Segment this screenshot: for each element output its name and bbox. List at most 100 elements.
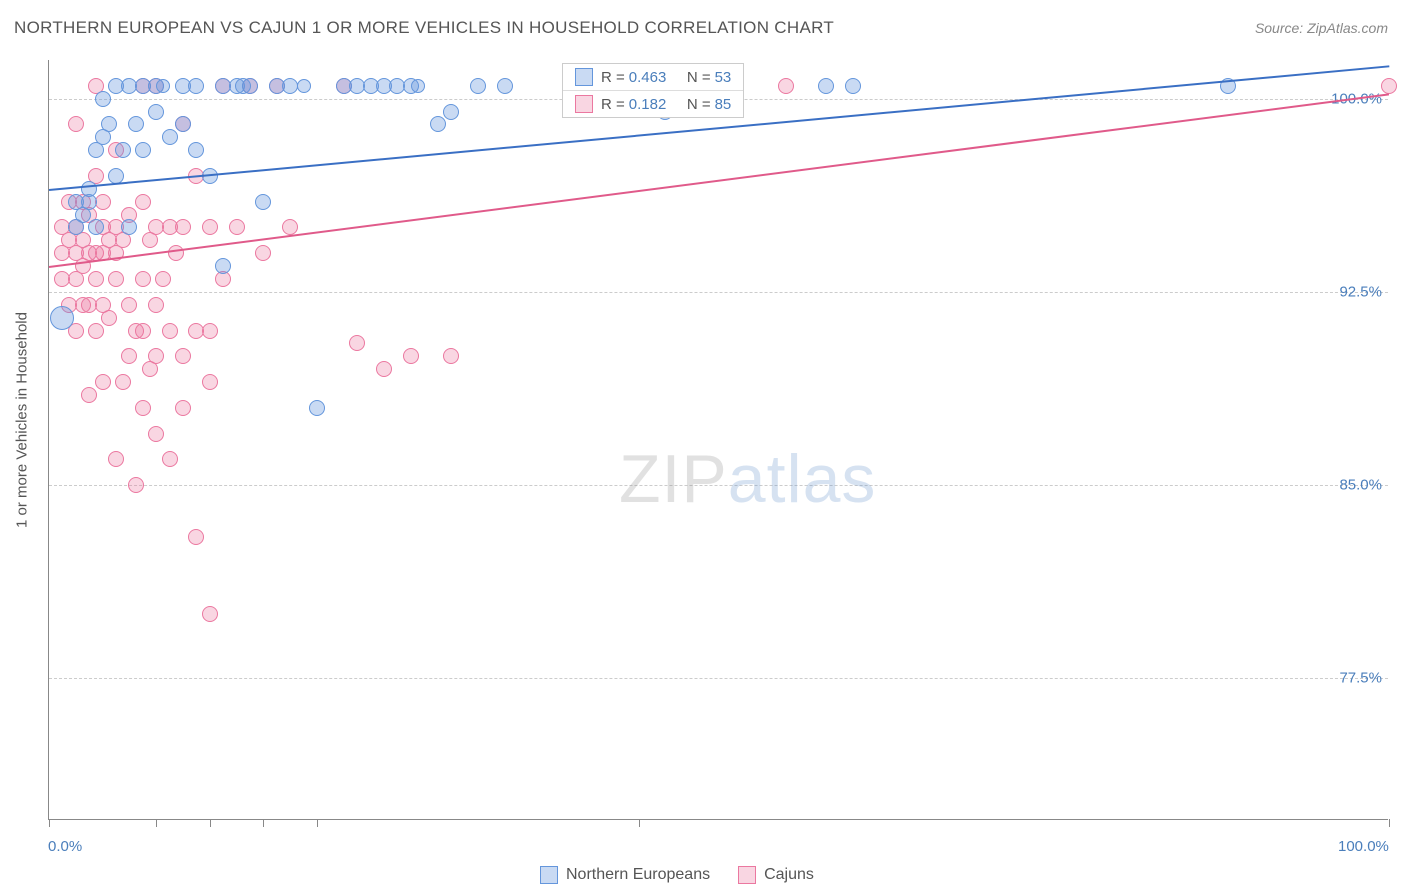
legend-row: R = 0.182 N = 85 xyxy=(563,91,743,117)
scatter-point xyxy=(175,348,191,364)
scatter-point xyxy=(443,348,459,364)
scatter-point xyxy=(202,606,218,622)
scatter-point xyxy=(175,219,191,235)
scatter-point xyxy=(188,142,204,158)
scatter-point xyxy=(81,387,97,403)
scatter-point xyxy=(128,477,144,493)
scatter-point xyxy=(135,271,151,287)
scatter-point xyxy=(411,79,425,93)
legend-swatch xyxy=(575,68,593,86)
scatter-point xyxy=(121,219,137,235)
scatter-point xyxy=(242,78,258,94)
scatter-point xyxy=(202,219,218,235)
scatter-point xyxy=(88,219,104,235)
legend-swatch xyxy=(738,866,756,884)
x-tick xyxy=(156,819,157,827)
legend-text: R = 0.182 N = 85 xyxy=(601,96,731,113)
scatter-point xyxy=(68,116,84,132)
trend-line xyxy=(49,93,1389,268)
scatter-point xyxy=(148,104,164,120)
bottom-legend: Northern Europeans Cajuns xyxy=(540,866,814,884)
scatter-point xyxy=(297,79,311,93)
scatter-point xyxy=(135,323,151,339)
correlation-legend: R = 0.463 N = 53 R = 0.182 N = 85 xyxy=(562,63,744,118)
scatter-point xyxy=(497,78,513,94)
scatter-point xyxy=(175,116,191,132)
scatter-point xyxy=(229,219,245,235)
legend-swatch xyxy=(540,866,558,884)
scatter-point xyxy=(403,348,419,364)
source-label: Source: ZipAtlas.com xyxy=(1255,20,1388,36)
watermark: ZIPatlas xyxy=(619,440,876,518)
scatter-point xyxy=(376,361,392,377)
y-tick-label: 85.0% xyxy=(1339,477,1382,494)
scatter-point xyxy=(443,104,459,120)
scatter-point xyxy=(255,194,271,210)
scatter-point xyxy=(148,297,164,313)
scatter-point xyxy=(162,129,178,145)
scatter-point xyxy=(148,426,164,442)
scatter-point xyxy=(95,374,111,390)
x-tick xyxy=(317,819,318,827)
scatter-point xyxy=(121,348,137,364)
legend-row: R = 0.463 N = 53 xyxy=(563,64,743,91)
scatter-point xyxy=(202,323,218,339)
scatter-point xyxy=(282,219,298,235)
scatter-point xyxy=(115,142,131,158)
scatter-point xyxy=(162,323,178,339)
x-tick xyxy=(639,819,640,827)
scatter-point xyxy=(162,451,178,467)
grid-line xyxy=(49,485,1388,486)
scatter-point xyxy=(108,271,124,287)
scatter-point xyxy=(128,116,144,132)
scatter-point xyxy=(88,323,104,339)
y-axis-label: 1 or more Vehicles in Household xyxy=(14,312,31,528)
scatter-point xyxy=(148,348,164,364)
scatter-point xyxy=(430,116,446,132)
plot-area: 77.5%85.0%92.5%100.0%ZIPatlas xyxy=(48,60,1388,820)
legend-item: Northern Europeans xyxy=(540,866,710,884)
scatter-point xyxy=(156,79,170,93)
x-tick-label: 100.0% xyxy=(1338,838,1389,855)
scatter-point xyxy=(845,78,861,94)
legend-swatch xyxy=(575,95,593,113)
scatter-point xyxy=(115,374,131,390)
x-tick xyxy=(263,819,264,827)
scatter-point xyxy=(202,374,218,390)
scatter-point xyxy=(95,91,111,107)
grid-line xyxy=(49,292,1388,293)
y-tick-label: 92.5% xyxy=(1339,283,1382,300)
scatter-point xyxy=(135,400,151,416)
legend-item: Cajuns xyxy=(738,866,814,884)
x-tick xyxy=(210,819,211,827)
legend-label: Cajuns xyxy=(764,866,814,884)
scatter-point xyxy=(108,451,124,467)
y-tick-label: 77.5% xyxy=(1339,670,1382,687)
x-tick-label: 0.0% xyxy=(48,838,82,855)
legend-label: Northern Europeans xyxy=(566,866,710,884)
scatter-point xyxy=(309,400,325,416)
scatter-point xyxy=(188,78,204,94)
scatter-point xyxy=(101,116,117,132)
scatter-point xyxy=(155,271,171,287)
chart-title: NORTHERN EUROPEAN VS CAJUN 1 OR MORE VEH… xyxy=(14,18,834,38)
scatter-point xyxy=(168,245,184,261)
scatter-point xyxy=(188,529,204,545)
grid-line xyxy=(49,678,1388,679)
scatter-point xyxy=(175,400,191,416)
scatter-point xyxy=(88,271,104,287)
x-tick xyxy=(1389,819,1390,827)
scatter-point xyxy=(778,78,794,94)
scatter-point xyxy=(470,78,486,94)
x-tick xyxy=(49,819,50,827)
scatter-point xyxy=(215,258,231,274)
scatter-point xyxy=(50,306,74,330)
scatter-point xyxy=(121,297,137,313)
scatter-point xyxy=(349,335,365,351)
scatter-point xyxy=(135,194,151,210)
scatter-point xyxy=(1381,78,1397,94)
legend-text: R = 0.463 N = 53 xyxy=(601,69,731,86)
scatter-point xyxy=(135,142,151,158)
scatter-point xyxy=(101,310,117,326)
scatter-point xyxy=(81,194,97,210)
